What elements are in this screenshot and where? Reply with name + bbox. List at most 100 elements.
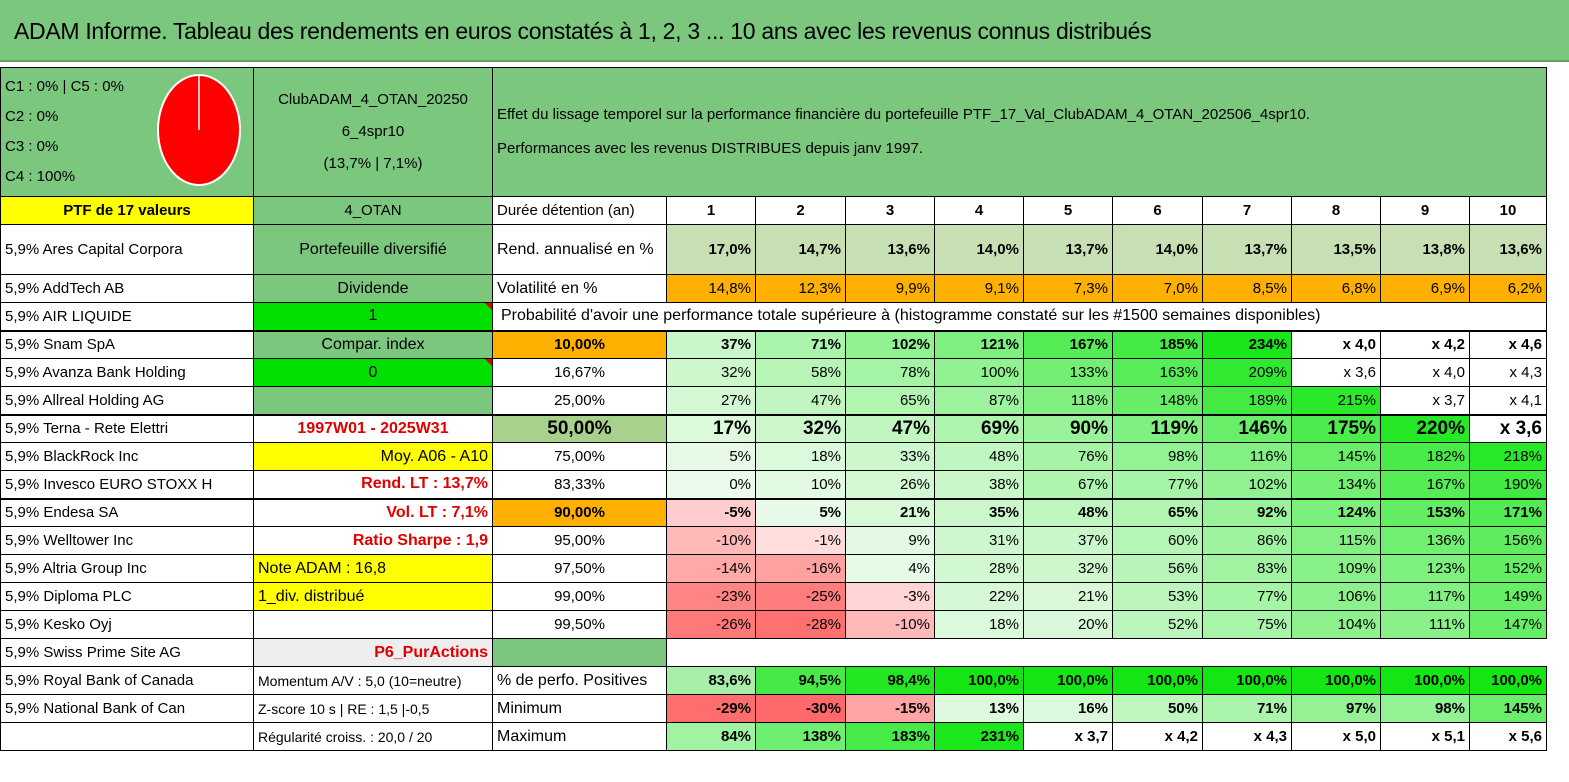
probability-threshold: 95,00% (492, 526, 667, 555)
maximum-label: Maximum (492, 722, 667, 751)
maximum-value: 138% (755, 722, 846, 751)
probability-value: 28% (934, 554, 1024, 583)
maximum-value: x 5,1 (1380, 722, 1470, 751)
minimum-value: 16% (1023, 694, 1113, 723)
probability-value: 90% (1023, 413, 1113, 443)
probability-value: 136% (1380, 526, 1470, 555)
maximum-value: x 4,3 (1202, 722, 1292, 751)
rend-value: 17,0% (666, 224, 756, 275)
holding-name: 5,9% National Bank of Can (0, 694, 254, 723)
probability-threshold: 10,00% (492, 329, 667, 359)
probability-value: -23% (666, 582, 756, 611)
probability-value: 20% (1023, 610, 1113, 639)
probability-value: 18% (755, 442, 846, 471)
performance-table: C1 : 0% | C5 : 0% C2 : 0% C3 : 0% C4 : 100%… (0, 67, 1547, 751)
probability-title: Probabilité d'avoir une performance tota… (492, 302, 1547, 331)
probability-value: -28% (755, 610, 846, 639)
year-header: 5 (1023, 196, 1113, 225)
probability-threshold: 97,50% (492, 554, 667, 583)
ptf-label: PTF de 17 valeurs (0, 196, 254, 225)
probability-value: 111% (1380, 610, 1470, 639)
probability-value: 119% (1112, 413, 1203, 443)
probability-value: 77% (1202, 582, 1292, 611)
probability-value: 118% (1023, 386, 1113, 415)
probability-value: 52% (1112, 610, 1203, 639)
probability-value: -25% (755, 582, 846, 611)
effect-text-line2: Performances avec les revenus DISTRIBUES… (497, 140, 924, 157)
holding-name: 5,9% AddTech AB (0, 274, 254, 303)
probability-value: 102% (1202, 470, 1292, 499)
probability-value: 182% (1380, 442, 1470, 471)
rend-value: 13,5% (1291, 224, 1381, 275)
probability-value: 153% (1380, 497, 1470, 527)
probability-value: 9% (845, 526, 935, 555)
minimum-value: 98% (1380, 694, 1470, 723)
probability-value: x 4,2 (1380, 329, 1470, 359)
probability-value: 4% (845, 554, 935, 583)
table-row: 5,9% Avanza Bank Holding 0 16,67% 32% 58% 78%… (0, 358, 1547, 387)
probability-value: 149% (1469, 582, 1547, 611)
probability-value: -16% (755, 554, 846, 583)
sharpe-label: Ratio Sharpe : 1,9 (253, 526, 493, 555)
probability-value: 37% (666, 329, 756, 359)
holding-name: 5,9% BlackRock Inc (0, 442, 254, 471)
maximum-value: 84% (666, 722, 756, 751)
probability-value: -10% (666, 526, 756, 555)
probability-value: 83% (1202, 554, 1292, 583)
probability-value: 27% (666, 386, 756, 415)
probability-value: 147% (1469, 610, 1547, 639)
probability-value: x 4,6 (1469, 329, 1547, 359)
config-line: C2 : 0% (5, 108, 59, 125)
year-header: 2 (755, 196, 846, 225)
minimum-value: 145% (1469, 694, 1547, 723)
probability-value: 67% (1023, 470, 1113, 499)
probability-value: 215% (1291, 386, 1381, 415)
probability-value: 123% (1380, 554, 1470, 583)
config-block: C1 : 0% | C5 : 0% C2 : 0% C3 : 0% C4 : 100% (0, 67, 254, 197)
report-title: ADAM Informe. Tableau des rendements en … (14, 18, 1152, 44)
separator-strip (0, 62, 1569, 67)
probability-value: 78% (845, 358, 935, 387)
table-row: 5,9% BlackRock Inc Moy. A06 - A10 75,00% 5%… (0, 442, 1547, 471)
probability-value: 0% (666, 470, 756, 499)
probability-value: 10% (755, 470, 846, 499)
probability-value: 98% (1112, 442, 1203, 471)
probability-threshold: 99,50% (492, 610, 667, 639)
vol-value: 8,5% (1202, 274, 1292, 303)
probability-value: 175% (1291, 413, 1381, 443)
probability-value: 185% (1112, 329, 1203, 359)
probability-value: 218% (1469, 442, 1547, 471)
probability-value: 116% (1202, 442, 1292, 471)
positives-value: 100,0% (1380, 666, 1470, 695)
probability-value: 146% (1202, 413, 1292, 443)
year-header: 10 (1469, 196, 1547, 225)
probability-value: 17% (666, 413, 756, 443)
minimum-value: -15% (845, 694, 935, 723)
probability-value: 32% (666, 358, 756, 387)
probability-value: 100% (934, 358, 1024, 387)
vol-lt-label: Vol. LT : 7,1% (253, 497, 493, 527)
holding-name: 5,9% Welltower Inc (0, 526, 254, 555)
allocation-pie-chart (157, 74, 241, 186)
positives-value: 100,0% (1291, 666, 1381, 695)
positives-value: 98,4% (845, 666, 935, 695)
table-row: 5,9% AIR LIQUIDE 1 Probabilité d'avoir une… (0, 302, 1547, 331)
maximum-value: x 3,7 (1023, 722, 1113, 751)
regularite-label: Régularité croiss. : 20,0 / 20 (253, 722, 493, 751)
positives-value: 100,0% (934, 666, 1024, 695)
year-header: 6 (1112, 196, 1203, 225)
probability-value: 121% (934, 329, 1024, 359)
probability-value: 76% (1023, 442, 1113, 471)
holding-name: 5,9% AIR LIQUIDE (0, 302, 254, 331)
probability-threshold: 25,00% (492, 386, 667, 415)
probability-value: 148% (1112, 386, 1203, 415)
config-line: C4 : 100% (5, 168, 76, 185)
holding-name: 5,9% Endesa SA (0, 497, 254, 527)
year-header: 1 (666, 196, 756, 225)
maximum-value: 231% (934, 722, 1024, 751)
config-line: C3 : 0% (5, 138, 59, 155)
vol-value: 9,9% (845, 274, 935, 303)
vol-value: 12,3% (755, 274, 846, 303)
holding-name: 5,9% Diploma PLC (0, 582, 254, 611)
probability-value: 86% (1202, 526, 1292, 555)
